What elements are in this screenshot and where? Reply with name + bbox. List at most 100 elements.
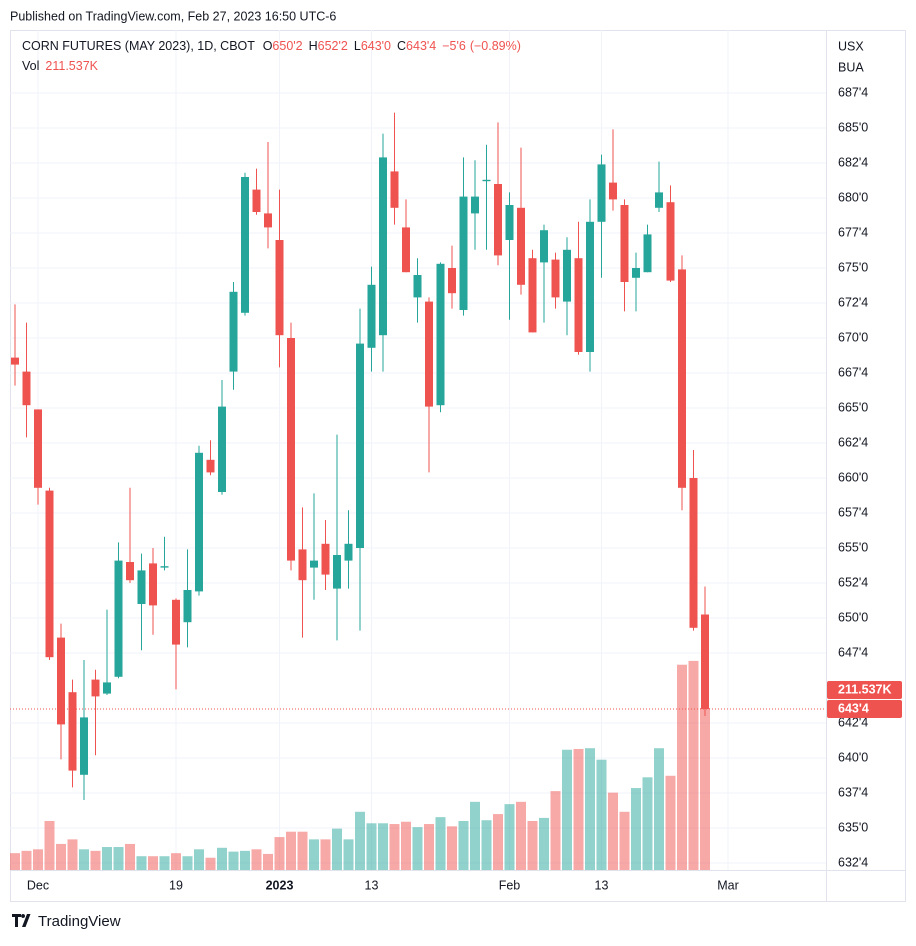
volume-bar — [412, 827, 423, 870]
y-tick-label: 635'0 — [838, 820, 868, 834]
ohlc-key: C — [397, 39, 406, 53]
volume-bar — [401, 821, 411, 870]
change-pct: (−0.89%) — [470, 39, 521, 53]
candle-body — [68, 692, 77, 771]
volume-bar — [44, 820, 55, 870]
candle-body — [586, 221, 594, 352]
volume-bar — [102, 847, 112, 870]
volume-bar — [631, 788, 641, 870]
y-tick-label: 640'0 — [838, 750, 868, 764]
y-tick-label: 660'0 — [838, 470, 868, 484]
candle-body — [298, 549, 307, 581]
candle-body — [195, 452, 203, 592]
candle-body — [333, 555, 341, 589]
volume-bar — [435, 817, 446, 870]
unit: BUA — [838, 60, 864, 74]
candle-body — [390, 171, 399, 208]
candle-body — [471, 196, 479, 214]
y-tick-label: 675'0 — [838, 260, 868, 274]
volume-bar — [458, 820, 469, 870]
volume-bar — [274, 837, 285, 870]
volume-value: 211.537K — [45, 59, 98, 73]
volume-bar — [56, 843, 66, 870]
frame — [10, 30, 906, 902]
axes: 687'4 685'0 682'4 680'0 677'4 675'0 672'4 670'0… — [10, 85, 902, 892]
y-tick-label: 677'4 — [838, 225, 868, 239]
candle-body — [206, 459, 215, 473]
candle-layer — [11, 112, 709, 800]
candle-body — [655, 192, 663, 208]
candle-body — [689, 478, 698, 628]
candle-body — [252, 189, 261, 212]
volume-bar — [366, 823, 377, 870]
candle-body — [344, 543, 353, 561]
volume-bar — [182, 856, 193, 870]
candle-body — [643, 234, 652, 273]
candle-body — [563, 249, 571, 302]
volume-bar — [217, 847, 227, 870]
volume-bar — [21, 850, 32, 870]
volume-bar — [240, 850, 250, 870]
x-tick-label: 2023 — [266, 878, 294, 892]
volume-bar — [159, 856, 170, 870]
volume-bar — [33, 849, 43, 870]
volume-bar — [205, 857, 216, 870]
volume-bar — [90, 850, 101, 870]
candle-body — [45, 490, 54, 658]
volume-bar — [113, 847, 124, 870]
volume-bar — [79, 849, 89, 870]
volume-bar — [504, 804, 515, 870]
candle-body — [482, 179, 491, 182]
volume-bar — [194, 849, 204, 870]
candle-body — [632, 268, 640, 278]
volume-bar — [527, 820, 538, 870]
candle-body — [114, 560, 123, 677]
volume-bar — [125, 843, 135, 870]
volume-bar — [700, 707, 710, 870]
candle-body — [597, 164, 606, 222]
volume-bar — [642, 777, 653, 870]
volume-bar — [481, 820, 492, 870]
candle-body — [425, 301, 433, 407]
change: −5'6 — [442, 39, 466, 53]
candle-body — [310, 560, 318, 568]
y-tick-label: 672'4 — [838, 295, 868, 309]
y-tick-label: 687'4 — [838, 85, 868, 99]
y-tick-label: 652'4 — [838, 575, 868, 589]
volume-bar — [585, 748, 595, 870]
ohlc-key: O — [263, 39, 273, 53]
x-tick-label: 13 — [365, 878, 379, 892]
last-volume-box — [827, 680, 902, 699]
volume-bar — [516, 801, 526, 870]
y-tick-label: 662'4 — [838, 435, 868, 449]
candle-body — [436, 263, 445, 406]
candle-body — [80, 717, 88, 775]
candle-body — [149, 563, 157, 606]
candle-body — [402, 227, 410, 273]
volume-bar — [677, 664, 687, 870]
ohlc-key: L — [354, 39, 361, 53]
y-tick-label: 655'0 — [838, 540, 868, 554]
brand-name: TradingView — [38, 913, 121, 930]
volume-bar — [286, 831, 296, 870]
currency: USX — [838, 39, 864, 53]
candle-body — [241, 177, 249, 313]
candle-body — [701, 614, 709, 709]
volume-bar — [297, 831, 308, 870]
volume-bar — [654, 748, 664, 870]
volume-bar — [389, 824, 400, 870]
candle-body — [540, 230, 548, 263]
x-tick-label: Mar — [717, 878, 739, 892]
candle-body — [218, 406, 226, 492]
y-tick-label: 665'0 — [838, 400, 868, 414]
candle-body — [137, 570, 146, 604]
volume-bar — [263, 853, 273, 870]
candle-body — [528, 258, 537, 333]
published-note: Published on TradingView.com, Feb 27, 20… — [10, 9, 336, 23]
y-tick-label: 650'0 — [838, 610, 868, 624]
brand-icon — [12, 914, 31, 927]
y-tick-label: 657'4 — [838, 505, 868, 519]
volume-bar — [665, 775, 676, 870]
candle-body — [379, 157, 387, 336]
volume-bar — [424, 824, 434, 870]
